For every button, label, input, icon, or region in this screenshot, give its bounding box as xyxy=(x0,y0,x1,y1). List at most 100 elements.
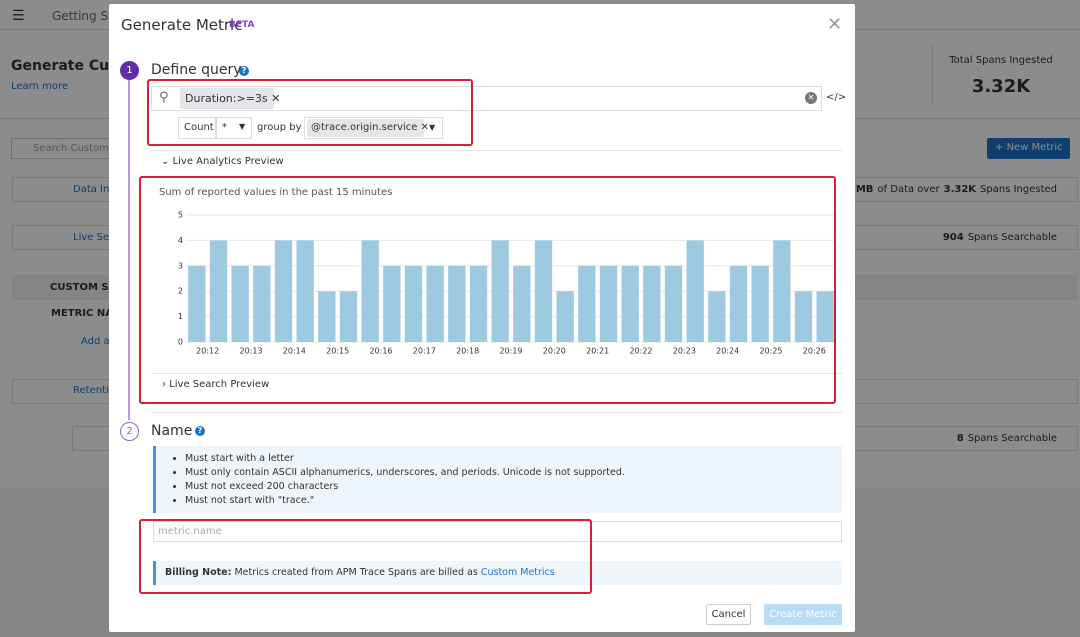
bar xyxy=(513,265,531,342)
bar xyxy=(773,240,791,342)
bar xyxy=(578,265,596,342)
bar xyxy=(426,265,444,342)
x-tick-label: 20:20 xyxy=(543,347,566,356)
x-tick-label: 20:13 xyxy=(239,347,262,356)
divider xyxy=(932,45,933,105)
billing-link[interactable]: Custom Metrics xyxy=(480,567,555,578)
filter-text: Duration:>=3s ✕ xyxy=(185,92,281,105)
search-preview-title: Live Search Preview xyxy=(169,379,270,390)
billing-note: Billing Note: Metrics created from APM T… xyxy=(165,568,555,578)
row-label[interactable]: Data In xyxy=(73,184,110,195)
bar xyxy=(231,265,249,342)
help-icon[interactable]: ? xyxy=(239,66,249,76)
x-tick-label: 20:24 xyxy=(716,347,739,356)
stat-text: of Data over xyxy=(877,184,940,195)
x-tick-label: 20:21 xyxy=(586,347,609,356)
stat-text: 904 xyxy=(942,232,964,243)
row-stats: 8 Spans Searchable xyxy=(957,433,1057,444)
x-tick-label: 20:23 xyxy=(673,347,696,356)
bar xyxy=(643,265,661,342)
bar xyxy=(534,240,553,342)
x-tick-label: 20:25 xyxy=(759,347,782,356)
bar xyxy=(491,240,509,342)
filter-tag[interactable] xyxy=(180,88,274,109)
step-line xyxy=(128,80,130,420)
bar xyxy=(274,240,293,342)
bar xyxy=(794,291,813,342)
x-tick-label: 20:18 xyxy=(456,347,479,356)
nav-text[interactable]: Getting Sta xyxy=(52,9,121,23)
billing-box xyxy=(153,561,842,585)
code-icon[interactable]: </> xyxy=(826,92,847,103)
group-select[interactable] xyxy=(304,117,443,139)
bar xyxy=(621,265,639,342)
total-label: Total Spans Ingested xyxy=(949,55,1053,66)
new-metric-button[interactable] xyxy=(987,138,1070,159)
step-number: 2 xyxy=(120,422,139,441)
bar xyxy=(188,265,206,342)
menu-icon[interactable]: ☰ xyxy=(12,8,25,24)
row-label[interactable]: Retenti xyxy=(73,385,109,396)
bar xyxy=(339,291,358,342)
rule: Must not start with "trace." xyxy=(185,494,625,508)
cancel-button[interactable]: Cancel xyxy=(706,604,751,625)
preview-title: Live Analytics Preview xyxy=(172,156,284,167)
x-tick-label: 20:22 xyxy=(629,347,652,356)
bar xyxy=(599,265,618,342)
aggregation: Count xyxy=(184,122,214,133)
measure-select[interactable] xyxy=(216,117,252,139)
clear-icon[interactable]: ✕ xyxy=(805,92,817,104)
x-tick-label: 20:19 xyxy=(499,347,522,356)
y-tick-label: 1 xyxy=(178,312,183,321)
placeholder: metric.name xyxy=(158,526,222,537)
bar xyxy=(816,291,834,342)
help-icon[interactable]: ? xyxy=(195,426,205,436)
x-tick-label: 20:16 xyxy=(369,347,392,356)
bar xyxy=(404,265,423,342)
bar xyxy=(751,265,769,342)
learn-more[interactable]: Learn more xyxy=(11,81,69,92)
bar xyxy=(318,291,336,342)
query-box[interactable] xyxy=(151,86,822,111)
group-tag[interactable] xyxy=(307,119,424,137)
row-label[interactable]: Live Sea xyxy=(73,232,116,243)
rule: Must only contain ASCII alphanumerics, u… xyxy=(185,466,625,480)
preview-toggle[interactable]: ⌄ Live Analytics Preview xyxy=(161,156,284,167)
y-tick-label: 0 xyxy=(178,338,183,347)
modal-title: Generate Metric xyxy=(121,16,243,34)
column-header: METRIC NAM xyxy=(51,308,123,319)
bar xyxy=(664,265,683,342)
search-preview-toggle[interactable]: › Live Search Preview xyxy=(162,379,270,390)
create-button[interactable]: Create Metric xyxy=(764,604,842,625)
bar xyxy=(209,240,228,342)
bar xyxy=(296,240,314,342)
bar xyxy=(253,265,271,342)
close-button[interactable]: ✕ xyxy=(827,14,843,35)
beta-badge: BETA xyxy=(229,20,255,30)
y-tick-label: 4 xyxy=(178,236,183,245)
rules-box xyxy=(153,446,842,513)
search-placeholder: Search Custom M xyxy=(33,143,121,154)
highlight xyxy=(139,519,592,594)
name-input[interactable] xyxy=(153,521,842,542)
bar xyxy=(708,291,726,342)
section-title: CUSTOM SPA xyxy=(50,282,123,293)
rules-list: Must start with a letterMust only contai… xyxy=(167,446,625,508)
caret: ▼ xyxy=(429,123,436,132)
y-tick-label: 5 xyxy=(178,211,183,220)
billing-text: Metrics created from APM Trace Spans are… xyxy=(234,567,478,578)
bar xyxy=(556,291,574,342)
new-metric-text: New Metric xyxy=(1006,142,1063,153)
page-title: Generate Cust xyxy=(11,58,125,74)
x-tick-label: 20:14 xyxy=(283,347,306,356)
divider xyxy=(151,373,842,374)
filter-value: Duration:>=3s xyxy=(185,92,268,105)
add-link[interactable]: Add a xyxy=(81,336,110,347)
stat-text: Spans Ingested xyxy=(980,184,1057,195)
step-number: 1 xyxy=(120,61,139,80)
bar xyxy=(729,265,748,342)
x-tick-label: 20:12 xyxy=(196,347,219,356)
group-value: @trace.origin.service xyxy=(311,122,418,133)
step-title: Name xyxy=(151,423,193,439)
aggregation-select[interactable] xyxy=(178,117,216,139)
